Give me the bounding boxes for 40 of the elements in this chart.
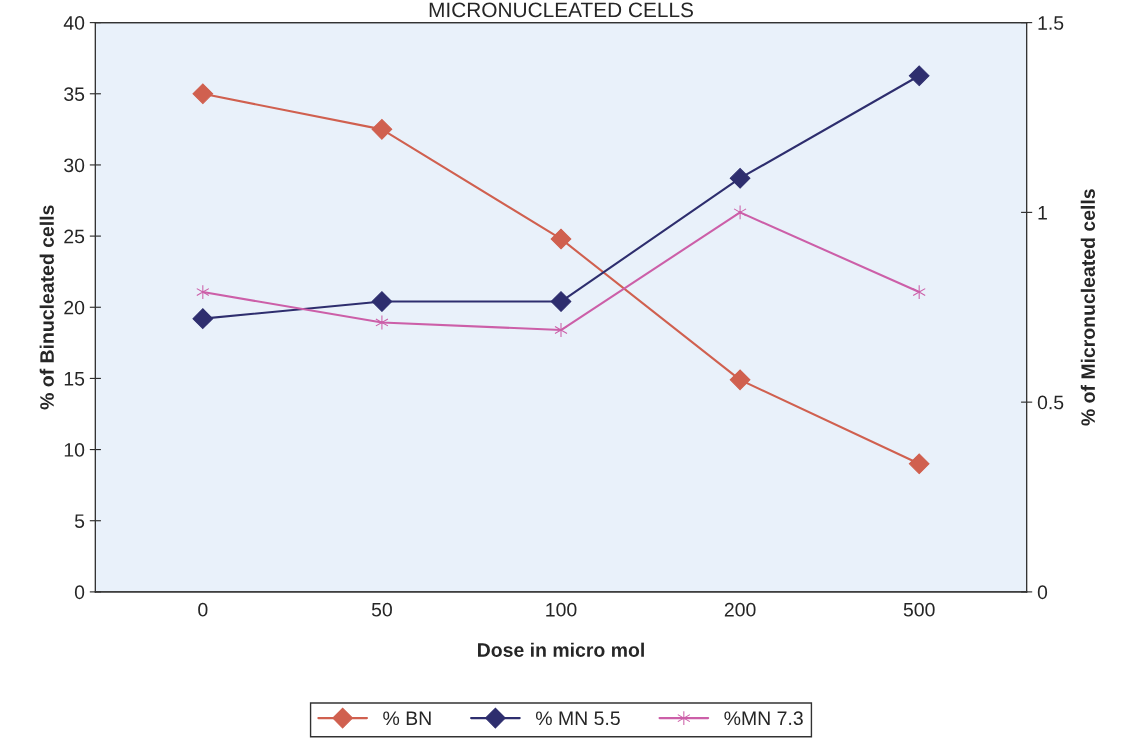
chart-title: MICRONUCLEATED CELLS	[429, 2, 693, 18]
point	[550, 228, 572, 250]
y-tick-label: 0	[74, 585, 85, 600]
point	[371, 119, 393, 140]
point	[912, 284, 926, 300]
x-tick-label: 50	[371, 602, 392, 617]
y2-tick-label: 0.5	[1037, 395, 1064, 410]
point	[550, 291, 572, 312]
y-axis-title: % of Binucleated cells	[39, 205, 54, 410]
y-tick-label: 40	[63, 16, 85, 30]
x-tick-label: 500	[903, 602, 935, 617]
point	[375, 314, 389, 330]
x-tick-label: 0	[198, 602, 208, 617]
legend-label: % BN	[383, 711, 431, 726]
y-tick-label: 35	[64, 87, 85, 102]
x-axis-title: Dose in micro mol	[478, 642, 644, 657]
point	[729, 167, 751, 189]
point	[729, 369, 751, 391]
point	[192, 83, 214, 105]
point	[733, 204, 747, 220]
x-tick-label: 200	[724, 602, 756, 617]
point	[554, 322, 568, 338]
x-tick-label: 100	[546, 602, 577, 617]
y-tick-label: 15	[64, 372, 85, 386]
y-tick-label: 30	[64, 158, 85, 173]
point	[192, 308, 214, 329]
legend-label: %MN 7.3	[724, 711, 803, 726]
y-tick-label: 5	[74, 514, 85, 528]
point	[371, 291, 393, 312]
y-tick-label: 25	[64, 229, 85, 244]
point	[908, 453, 930, 475]
y2-tick-label: 0	[1037, 585, 1048, 600]
y2-tick-label: 1.5	[1038, 16, 1064, 30]
legend-label: % MN 5.5	[535, 711, 620, 726]
y2-tick-label: 1	[1038, 206, 1047, 220]
y2-axis-title: % of Micronucleated cells	[1080, 189, 1096, 426]
point	[908, 65, 930, 87]
y-tick-label: 20	[64, 300, 85, 315]
y-tick-label: 10	[64, 443, 85, 457]
point	[196, 284, 210, 300]
